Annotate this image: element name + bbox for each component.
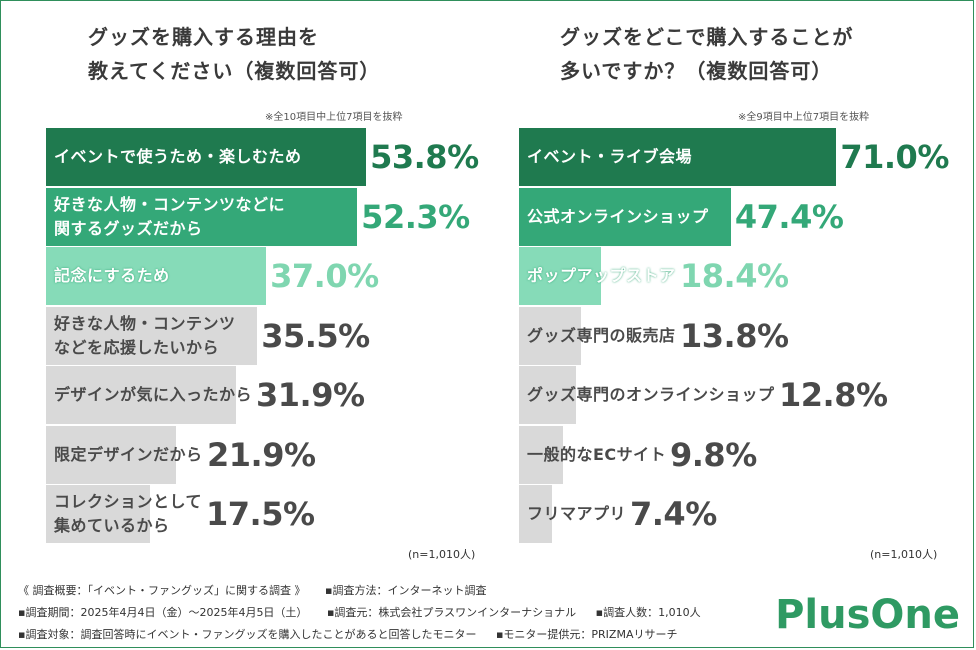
bar-0-2 [46,247,267,305]
bar-value-0-2: 37.0% [270,257,379,295]
bar-label-1-4: グッズ専門のオンラインショップ [527,383,775,407]
bar-label-0-3: 好きな人物・コンテンツ などを応援したいから [54,312,236,360]
footer-survey-count: ▪調査人数：1,010人 [595,606,701,619]
bar-1-0 [519,128,837,186]
bar-0-0 [46,128,367,186]
bar-label-1-1: 公式オンラインショップ [527,205,709,229]
bar-label-line-0-0-0: イベントで使うため・楽しむため [54,147,302,166]
footer-line-1: 《 調査概要：「イベント・ファングッズ」に関する調査 》 ▪調査方法：インターネ… [18,582,502,598]
bar-value-1-2: 18.4% [680,257,789,295]
bar-label-1-5: 一般的なECサイト [527,443,666,467]
left-n-label: (n=1,010人) [408,548,476,561]
bar-label-line-1-3-0: グッズ専門の販売店 [527,325,676,345]
footer-survey-title: 《 調査概要：「イベント・ファングッズ」に関する調査 》 [18,584,306,597]
bar-label-line-0-6-0: コレクションとして [54,492,203,511]
bar-1-5 [519,425,563,484]
bar-label-line-1-2-0: ポップアップストア [527,266,676,285]
bar-0-4 [46,366,236,424]
right-chart-title: グッズをどこで購入することが 多いですか？（複数回答可） [560,20,853,88]
bar-1-3 [519,306,581,365]
footer-survey-target: ▪調査対象：調査回答時にイベント・ファングッズを購入したことがあると回答したモニ… [18,628,477,641]
right-title-line-1: グッズをどこで購入することが [560,25,854,49]
left-chart-title: グッズを購入する理由を 教えてください（複数回答可） [88,20,380,88]
bar-1-2 [519,247,602,305]
bar-label-1-0: イベント・ライブ会場 [527,145,692,169]
bar-0-5 [46,425,177,484]
bar-label-0-1: 好きな人物・コンテンツなどに 関するグッズだから [54,193,285,241]
bar-label-0-4: デザインが気に入ったから [54,383,252,407]
bar-label-0-2: 記念にするため [54,264,170,288]
bar-value-1-5: 9.8% [670,435,757,474]
bar-value-0-0: 53.8% [370,138,479,176]
left-title-line-1: グッズを購入する理由を [88,25,319,49]
bar-label-line-0-3-1: などを応援したいから [54,337,220,357]
bar-label-line-1-4-0: グッズ専門のオンラインショップ [527,385,775,404]
bar-label-line-1-0-0: イベント・ライブ会場 [527,147,693,166]
bar-0-1 [46,187,358,246]
bar-value-0-6: 17.5% [206,495,315,533]
bar-label-0-5: 限定デザインだから [54,443,203,467]
bar-label-0-0: イベントで使うため・楽しむため [54,145,302,169]
right-title-line-2: 多いですか？（複数回答可） [560,59,833,83]
bar-label-0-6: コレクションとして 集めているから [54,490,202,538]
footer-line-2: ▪調査期間：2025年4月4日（金）〜2025年4月5日（土） ▪調査元：株式会… [18,604,717,620]
bar-label-line-0-3-0: 好きな人物・コンテンツ [54,313,236,333]
left-title-line-2: 教えてください（複数回答可） [88,59,381,83]
bar-value-0-1: 52.3% [361,197,470,236]
bar-value-0-4: 31.9% [256,376,365,414]
footer-survey-source: ▪調査元：株式会社プラスワンインターナショナル [326,606,577,619]
bar-label-1-2: ポップアップストア [527,264,676,288]
bar-label-line-0-1-0: 好きな人物・コンテンツなどに [54,194,286,214]
bar-label-line-0-6-1: 集めているから [54,516,170,535]
bar-value-1-0: 71.0% [840,138,949,176]
bar-label-line-1-6-0: フリマアプリ [527,504,627,523]
bar-1-6 [519,485,553,543]
bar-value-1-1: 47.4% [734,197,844,236]
right-chart-note: ※全9項目中上位7項目を抜粋 [738,112,870,123]
bar-label-line-0-2-0: 記念にするため [54,266,170,285]
right-n-label: (n=1,010人) [870,548,938,561]
left-chart-note: ※全10項目中上位7項目を抜粋 [265,112,403,123]
bar-0-6 [46,485,151,543]
bar-0-3 [46,306,258,365]
bar-value-1-4: 12.8% [779,376,888,414]
footer-line-3: ▪調査対象：調査回答時にイベント・ファングッズを購入したことがあると回答したモニ… [18,626,693,642]
bar-value-1-3: 13.8% [680,316,789,355]
bar-1-4 [519,366,577,424]
plusone-logo: PlusOne [775,592,960,638]
bar-label-1-6: フリマアプリ [527,502,626,526]
bar-label-line-0-4-0: デザインが気に入ったから [54,385,253,404]
bar-label-line-1-5-0: 一般的なECサイト [527,444,667,464]
bar-value-0-3: 35.5% [261,316,370,355]
bar-1-1 [519,187,731,246]
bar-label-line-0-5-0: 限定デザインだから [54,444,203,464]
footer-survey-method: ▪調査方法：インターネット調査 [325,584,487,597]
footer-monitor-provider: ▪モニター提供元：PRIZMAリサーチ [495,628,678,641]
bar-label-1-3: グッズ専門の販売店 [527,324,676,348]
bar-value-1-6: 7.4% [630,495,717,533]
footer-survey-period: ▪調査期間：2025年4月4日（金）〜2025年4月5日（土） [18,606,308,619]
bar-value-0-5: 21.9% [207,435,316,474]
bar-label-line-1-1-0: 公式オンラインショップ [527,206,709,226]
bar-label-line-0-1-1: 関するグッズだから [54,218,203,238]
